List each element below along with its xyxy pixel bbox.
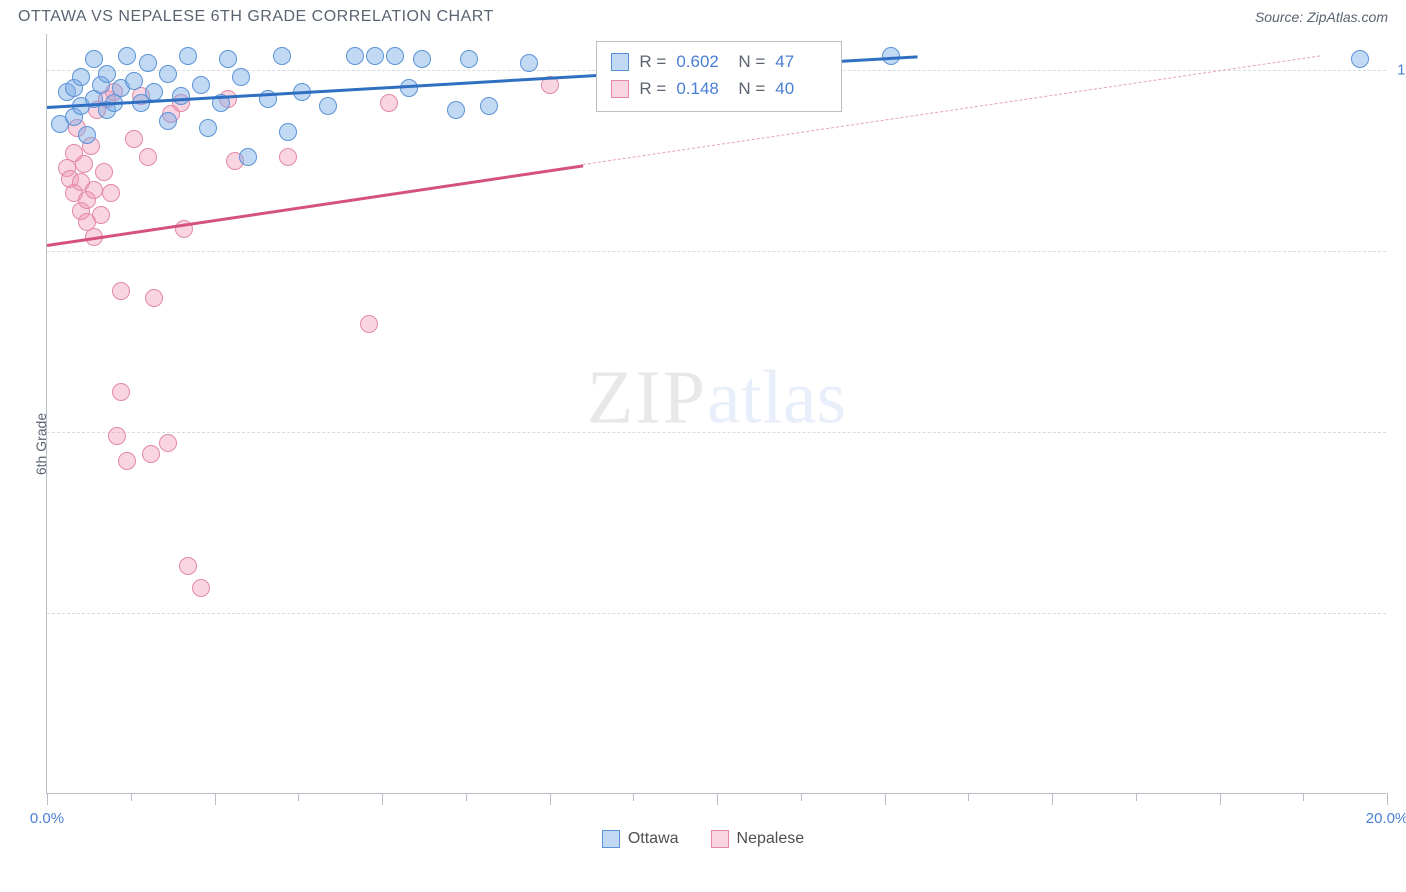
ottawa-point bbox=[192, 76, 210, 94]
x-tick bbox=[633, 793, 634, 801]
ottawa-point bbox=[520, 54, 538, 72]
ottawa-point bbox=[139, 54, 157, 72]
ottawa-point bbox=[413, 50, 431, 68]
x-tick bbox=[298, 793, 299, 801]
n-label: N = bbox=[738, 48, 765, 75]
ottawa-point bbox=[159, 112, 177, 130]
x-tick bbox=[1052, 793, 1053, 805]
stats-row-ottawa: R = 0.602 N = 47 bbox=[611, 48, 827, 75]
legend-item-ottawa: Ottawa bbox=[602, 830, 679, 848]
nepalese-point bbox=[75, 155, 93, 173]
ottawa-point bbox=[386, 47, 404, 65]
nepalese-swatch-icon bbox=[711, 830, 729, 848]
x-tick bbox=[885, 793, 886, 805]
x-tick bbox=[1136, 793, 1137, 801]
nepalese-point bbox=[108, 427, 126, 445]
x-tick bbox=[1303, 793, 1304, 801]
nepalese-trendline bbox=[47, 164, 583, 247]
ottawa-point bbox=[72, 68, 90, 86]
r-label: R = bbox=[639, 48, 666, 75]
ottawa-point bbox=[232, 68, 250, 86]
ottawa-point bbox=[279, 123, 297, 141]
nepalese-point bbox=[139, 148, 157, 166]
x-tick bbox=[382, 793, 383, 805]
nepalese-n-value: 40 bbox=[775, 75, 827, 102]
ottawa-point bbox=[78, 126, 96, 144]
ottawa-point bbox=[319, 97, 337, 115]
gridline bbox=[47, 251, 1386, 252]
nepalese-point bbox=[380, 94, 398, 112]
ottawa-point bbox=[145, 83, 163, 101]
nepalese-point bbox=[179, 557, 197, 575]
x-tick bbox=[1387, 793, 1388, 805]
ottawa-point bbox=[172, 87, 190, 105]
nepalese-r-value: 0.148 bbox=[676, 75, 728, 102]
ottawa-point bbox=[346, 47, 364, 65]
ottawa-point bbox=[118, 47, 136, 65]
stats-row-nepalese: R = 0.148 N = 40 bbox=[611, 75, 827, 102]
nepalese-point bbox=[112, 282, 130, 300]
nepalese-point bbox=[192, 579, 210, 597]
y-tick-label: 95.0% bbox=[1393, 243, 1406, 260]
ottawa-point bbox=[199, 119, 217, 137]
ottawa-point bbox=[85, 50, 103, 68]
ottawa-point bbox=[159, 65, 177, 83]
ottawa-point bbox=[480, 97, 498, 115]
nepalese-point bbox=[142, 445, 160, 463]
nepalese-point bbox=[85, 181, 103, 199]
ottawa-r-value: 0.602 bbox=[676, 48, 728, 75]
nepalese-swatch bbox=[611, 80, 629, 98]
nepalese-point bbox=[125, 130, 143, 148]
watermark: ZIPatlas bbox=[587, 355, 846, 442]
ottawa-point bbox=[125, 72, 143, 90]
nepalese-point bbox=[360, 315, 378, 333]
x-tick bbox=[1220, 793, 1221, 805]
nepalese-point bbox=[102, 184, 120, 202]
x-tick bbox=[131, 793, 132, 801]
stats-legend: R = 0.602 N = 47 R = 0.148 N = 40 bbox=[596, 41, 842, 111]
nepalese-legend-label: Nepalese bbox=[737, 830, 805, 848]
x-tick bbox=[466, 793, 467, 801]
ottawa-point bbox=[273, 47, 291, 65]
y-tick-label: 85.0% bbox=[1393, 605, 1406, 622]
nepalese-point bbox=[279, 148, 297, 166]
ottawa-point bbox=[179, 47, 197, 65]
n-label: N = bbox=[738, 75, 765, 102]
r-label: R = bbox=[639, 75, 666, 102]
ottawa-point bbox=[239, 148, 257, 166]
x-tick bbox=[47, 793, 48, 805]
x-tick-label: 0.0% bbox=[30, 810, 64, 827]
chart-title: OTTAWA VS NEPALESE 6TH GRADE CORRELATION… bbox=[18, 8, 494, 26]
ottawa-swatch-icon bbox=[602, 830, 620, 848]
ottawa-point bbox=[447, 101, 465, 119]
nepalese-point bbox=[145, 289, 163, 307]
ottawa-point bbox=[98, 65, 116, 83]
nepalese-point bbox=[92, 206, 110, 224]
bottom-legend: Ottawa Nepalese bbox=[0, 830, 1406, 853]
x-tick bbox=[717, 793, 718, 805]
ottawa-n-value: 47 bbox=[775, 48, 827, 75]
x-tick bbox=[215, 793, 216, 805]
ottawa-swatch bbox=[611, 53, 629, 71]
ottawa-legend-label: Ottawa bbox=[628, 830, 679, 848]
nepalese-point bbox=[95, 163, 113, 181]
x-tick bbox=[968, 793, 969, 801]
ottawa-point bbox=[366, 47, 384, 65]
gridline bbox=[47, 432, 1386, 433]
ottawa-point bbox=[460, 50, 478, 68]
x-tick bbox=[550, 793, 551, 805]
plot-area: ZIPatlas R =0.602N =47R =0.148N =40 85.0… bbox=[46, 34, 1386, 794]
nepalese-point bbox=[112, 383, 130, 401]
ottawa-point bbox=[1351, 50, 1369, 68]
ottawa-point bbox=[219, 50, 237, 68]
y-tick-label: 90.0% bbox=[1393, 424, 1406, 441]
source-label: Source: ZipAtlas.com bbox=[1255, 9, 1388, 25]
nepalese-point bbox=[159, 434, 177, 452]
y-tick-label: 100.0% bbox=[1393, 62, 1406, 79]
x-tick bbox=[801, 793, 802, 801]
x-tick-label: 20.0% bbox=[1366, 810, 1406, 827]
gridline bbox=[47, 613, 1386, 614]
nepalese-point bbox=[118, 452, 136, 470]
legend-item-nepalese: Nepalese bbox=[711, 830, 805, 848]
